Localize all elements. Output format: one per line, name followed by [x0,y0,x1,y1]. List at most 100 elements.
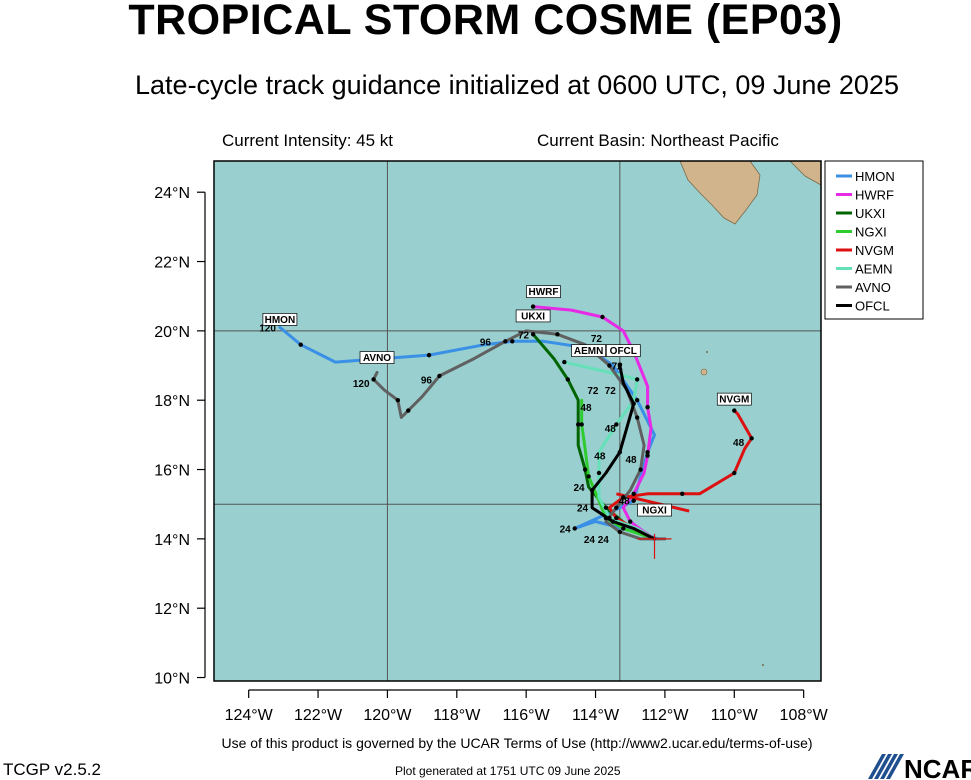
model-label-box-avno [359,351,395,364]
track-point-hwrf [530,304,536,309]
x-tick-label: 110°W [711,707,759,724]
hour-label-ofcl: 48 [594,452,606,463]
page-title: TROPICAL STORM COSME (EP03) [128,0,843,44]
track-point-hmon [426,352,432,358]
y-tick-label: 20°N [154,324,190,341]
model-label-hwrf: HWRF [529,287,559,298]
legend-label-nvgm: NVGM [855,243,894,258]
legend: HMON HWRF UKXI NGXI NVGM AEMN AVNO OFCL [824,160,924,320]
y-tick-label: 24°N [154,185,190,202]
hour-label-avno: 120 [353,379,370,390]
current-intensity: Current Intensity: 45 kt [222,131,394,150]
axes: 10°N 12°N 14°N 16°N 18°N 20°N 22°N 24°N 124°W 122… [154,185,828,724]
hour-label-ukxi: 24 [573,483,585,494]
hour-label-hmon: 48 [619,497,631,508]
baja-california-land [679,161,761,225]
island [706,351,708,353]
track-point-hwrf [600,314,605,320]
model-label-box-ofcl [605,344,641,357]
track-point-aemn [634,377,640,382]
track-point-avno [607,363,612,368]
hour-label-ukxi: 48 [580,403,592,414]
y-tick-label: 12°N [154,601,190,618]
ocean-area [214,161,821,681]
model-label-hmon: HMON [265,315,296,326]
model-name-labels: HMON HWRF UKXI NGXI NVGM AEMN AVNO OFCL [262,285,752,517]
x-tick-label: 118°W [433,707,481,724]
legend-label-ukxi: UKXI [855,206,885,221]
track-point-nvgm [732,408,737,413]
model-label-box-ukxi [515,309,551,323]
track-point-ngxi [586,474,591,479]
x-tick-label: 116°W [503,707,551,724]
track-point-avno [634,415,640,420]
track-point-ofcl [631,401,636,406]
track-point-ofcl [617,363,623,368]
track-point-hwrf [645,404,650,410]
track-point-ofcl [617,450,623,455]
legend-label-aemn: AEMN [855,262,893,277]
legend-label-ofcl: OFCL [855,299,890,314]
hour-label-avno: 48 [605,424,617,435]
hour-label-hwrf: 72 [591,334,603,345]
track-point-hmon [645,450,650,455]
track-point-avno [617,529,623,535]
track-hmon [278,325,660,541]
model-label-box-hwrf [526,285,561,299]
y-tick-label: 18°N [154,393,190,410]
hour-label-avno: 72 [605,386,617,397]
y-tick-label: 10°N [154,671,190,688]
track-point-hwrf [645,453,650,458]
track-point-nvgm [732,470,737,476]
mainland-mexico-land [789,161,821,186]
version-label: TCGP v2.5.2 [3,760,101,779]
model-label-nvgm: NVGM [719,395,749,406]
model-label-box-aemn [571,344,606,357]
y-tick-label: 16°N [154,463,190,480]
legend-label-avno: AVNO [855,280,891,295]
model-label-aemn: AEMN [574,346,603,357]
model-label-ngxi: NGXI [642,506,667,517]
model-label-box-ngxi [637,503,672,517]
hour-label-hmon: 72 [587,386,599,397]
y-tick-label: 14°N [154,532,190,549]
x-tick-label: 112°W [641,707,689,724]
hour-label-ukxi: 72 [518,330,530,341]
track-point-aemn [596,470,602,476]
track-point-avno [614,505,619,510]
track-point-ukxi [582,467,588,472]
track-hwrf [531,305,656,541]
track-point-avno [437,373,442,379]
track-point-hmon [572,526,577,531]
model-label-ofcl: OFCL [610,346,637,357]
track-point-hwrf [628,519,633,524]
hour-label-avno: 24 [584,535,596,546]
hour-label-hmon: 120 [259,323,276,334]
x-tick-label: 122°W [294,707,343,724]
model-label-box-hmon [262,313,298,326]
legend-label-hmon: HMON [855,169,895,184]
track-point-aemn [562,359,567,365]
track-point-avno [371,377,376,382]
track-ofcl [590,364,656,541]
track-point-avno [406,408,411,413]
track-point-ofcl [610,519,616,524]
track-point-aemn [607,515,612,521]
model-label-ukxi: UKXI [521,311,545,322]
plot-frame [213,160,822,682]
track-point-ukxi [530,332,536,337]
track-point-ukxi [565,377,570,382]
hour-label-ofcl: 72 [612,362,624,373]
track-point-ngxi [579,422,584,427]
ncar-logo: NCAR [868,754,971,780]
track-point-hmon [631,498,636,503]
hour-label-ofcl: 24 [577,504,589,515]
track-point-hwrf [631,491,636,496]
hour-label-hwrf: 48 [626,455,638,466]
track-point-ofcl [589,488,595,493]
model-label-avno: AVNO [363,353,391,364]
track-point-hmon [510,339,515,344]
track-point-nvgm [749,436,754,441]
x-tick-label: 108°W [780,707,829,724]
island [700,368,708,376]
